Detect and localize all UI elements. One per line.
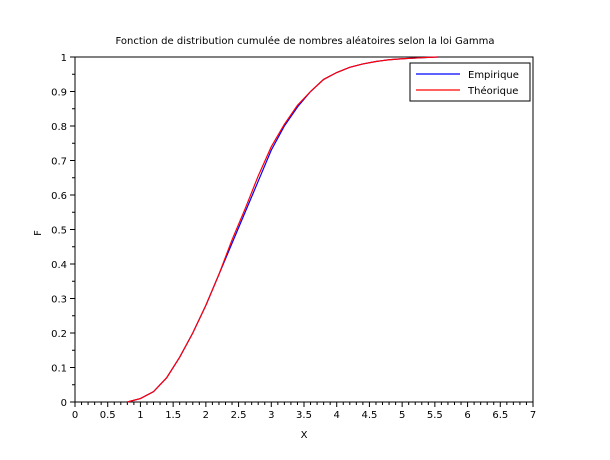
y-tick-label: 0.9	[51, 88, 67, 99]
y-tick-label: 0.1	[51, 364, 67, 375]
series-line-th-orique	[127, 56, 439, 403]
plot-frame	[74, 56, 534, 403]
y-tick-label: 0.3	[51, 295, 67, 306]
x-tick-label: 7	[530, 410, 536, 421]
series-line-empirique	[127, 56, 439, 403]
x-tick-label: 6.5	[492, 410, 508, 421]
legend-label: Théorique	[467, 85, 518, 97]
y-tick-label: 0.6	[51, 191, 67, 202]
y-tick-label: 0.5	[51, 226, 67, 237]
axes-layer: 0 0.5 1 1.5 2 2.5 3 3.5 4 4.5 5 5.5 6 6.5 7 0 0.1 0.2 0.3 0…	[51, 53, 536, 421]
legend-label: Empirique	[468, 70, 519, 81]
y-tick-label: 0.4	[51, 260, 67, 271]
x-tick-label: 0.5	[100, 410, 116, 421]
x-tick-label: 3	[268, 410, 274, 421]
x-tick-label: 1	[137, 410, 143, 421]
x-tick-label: 2	[203, 410, 209, 421]
x-tick-label: 0	[72, 410, 78, 421]
chart-title: Fonction de distribution cumulée de nomb…	[116, 35, 495, 47]
x-tick-label: 1.5	[165, 410, 181, 421]
y-tick-label: 1	[61, 53, 67, 64]
x-tick-label: 6	[464, 410, 470, 421]
y-axis-label: F	[33, 230, 44, 236]
series-layer	[127, 56, 439, 403]
x-tick-label: 4.5	[361, 410, 377, 421]
y-tick-label: 0.7	[51, 157, 67, 168]
legend: Empirique Théorique	[409, 62, 531, 102]
x-tick-label: 3.5	[296, 410, 312, 421]
legend-box	[409, 62, 531, 102]
y-tick-label: 0.2	[51, 329, 67, 340]
y-tick-label: 0	[61, 398, 67, 409]
x-axis-label: X	[301, 430, 308, 441]
y-tick-label: 0.8	[51, 122, 67, 133]
x-tick-label: 4	[334, 410, 340, 421]
x-tick-label: 2.5	[231, 410, 247, 421]
x-tick-label: 5.5	[427, 410, 443, 421]
x-tick-label: 5	[399, 410, 405, 421]
